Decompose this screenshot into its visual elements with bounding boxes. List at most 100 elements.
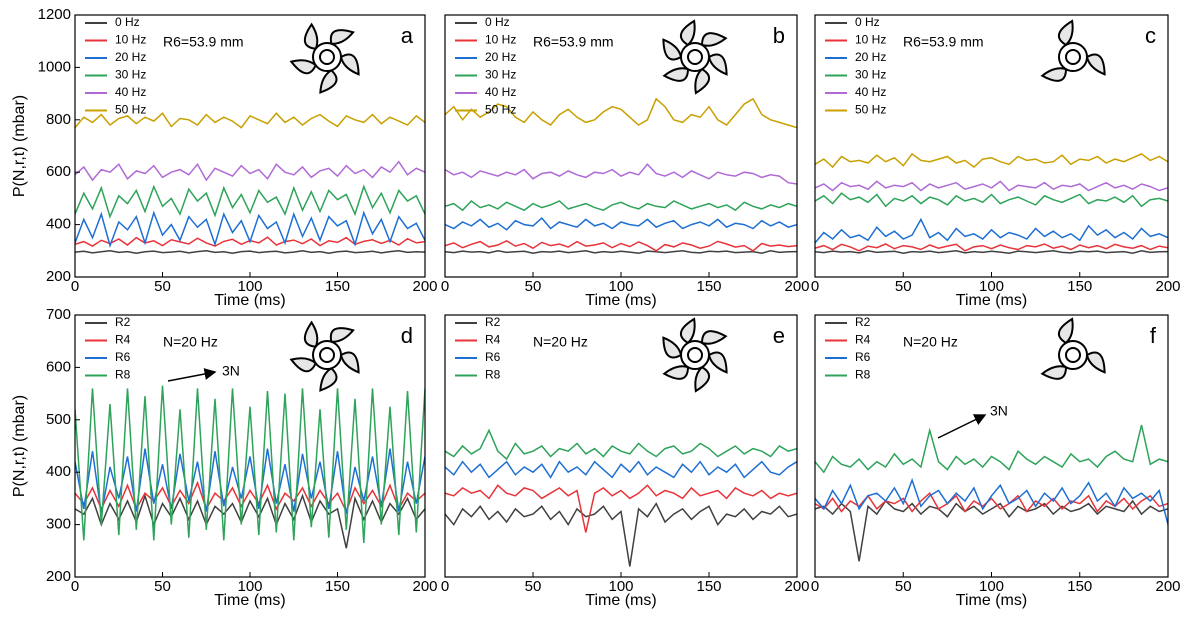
hub-inner bbox=[1065, 49, 1081, 65]
x-tick-label: 200 bbox=[412, 278, 437, 295]
legend-label: R8 bbox=[115, 368, 131, 382]
legend-label: 50 Hz bbox=[115, 103, 146, 117]
x-tick-label: 100 bbox=[237, 578, 262, 595]
x-tick-label: 50 bbox=[525, 578, 542, 595]
x-tick-label: 100 bbox=[608, 278, 633, 295]
x-tick-label: 150 bbox=[325, 278, 350, 295]
x-tick-label: 0 bbox=[811, 578, 819, 595]
annotation: N=20 Hz bbox=[533, 334, 588, 350]
legend-label: R2 bbox=[115, 315, 131, 329]
data-line bbox=[445, 460, 797, 479]
y-tick-label: 1000 bbox=[38, 58, 71, 75]
blade bbox=[694, 68, 710, 95]
x-axis-label: Time (ms) bbox=[214, 592, 285, 609]
x-axis-label: Time (ms) bbox=[585, 592, 656, 609]
annotation-3n: 3N bbox=[222, 363, 240, 379]
legend-label: 40 Hz bbox=[115, 85, 146, 99]
hub-inner bbox=[687, 49, 703, 65]
y-tick-label: 800 bbox=[46, 111, 71, 128]
legend-label: R4 bbox=[485, 333, 501, 347]
legend-label: R2 bbox=[485, 315, 501, 329]
y-tick-label: 600 bbox=[46, 358, 71, 375]
y-tick-label: 1200 bbox=[38, 6, 71, 23]
legend-label: 30 Hz bbox=[485, 68, 516, 82]
hub bbox=[1058, 340, 1088, 370]
legend-label: R6 bbox=[855, 350, 871, 364]
x-tick-label: 200 bbox=[1155, 578, 1180, 595]
blade bbox=[329, 29, 355, 45]
impeller-icon bbox=[662, 317, 728, 393]
blade bbox=[303, 320, 319, 348]
legend-label: 10 Hz bbox=[485, 33, 516, 47]
annotation-3n: 3N bbox=[990, 403, 1008, 419]
blade bbox=[340, 53, 360, 76]
data-line bbox=[445, 484, 797, 533]
x-tick-label: 150 bbox=[696, 278, 721, 295]
data-line bbox=[815, 243, 1168, 252]
impeller-icon bbox=[1040, 19, 1106, 82]
x-tick-label: 50 bbox=[154, 278, 171, 295]
data-line bbox=[815, 180, 1168, 192]
blade bbox=[319, 69, 338, 94]
panel-label: f bbox=[1150, 323, 1157, 348]
x-tick-label: 200 bbox=[784, 578, 809, 595]
blade bbox=[289, 357, 317, 373]
y-tick-label: 700 bbox=[46, 306, 71, 323]
legend-label: R2 bbox=[855, 315, 871, 329]
data-line bbox=[75, 493, 425, 549]
data-line bbox=[815, 217, 1168, 244]
x-tick-label: 50 bbox=[525, 278, 542, 295]
data-line bbox=[75, 480, 425, 514]
x-tick-label: 150 bbox=[1067, 578, 1092, 595]
data-line bbox=[445, 163, 797, 185]
data-line bbox=[75, 250, 425, 254]
data-line bbox=[815, 492, 1168, 513]
x-tick-label: 100 bbox=[608, 578, 633, 595]
impeller-icon bbox=[289, 320, 360, 392]
blade bbox=[662, 365, 689, 380]
impeller-icon bbox=[662, 19, 728, 95]
legend-label: 20 Hz bbox=[485, 50, 516, 64]
blade bbox=[289, 59, 317, 75]
legend-label: R4 bbox=[115, 333, 131, 347]
data-line bbox=[445, 217, 797, 231]
data-line bbox=[445, 502, 797, 567]
legend-label: R4 bbox=[855, 333, 871, 347]
legend-label: R8 bbox=[485, 368, 501, 382]
y-tick-label: 200 bbox=[46, 568, 71, 585]
blade bbox=[701, 330, 728, 345]
data-line bbox=[815, 192, 1168, 208]
y-tick-label: 400 bbox=[46, 463, 71, 480]
x-tick-label: 150 bbox=[1067, 278, 1092, 295]
panel-label: e bbox=[773, 323, 785, 348]
blade bbox=[1058, 317, 1074, 344]
blade bbox=[303, 22, 319, 50]
x-tick-label: 100 bbox=[979, 278, 1004, 295]
x-tick-label: 200 bbox=[412, 578, 437, 595]
legend-label: 0 Hz bbox=[485, 15, 510, 29]
blade bbox=[680, 317, 696, 344]
x-tick-label: 0 bbox=[441, 278, 449, 295]
data-line bbox=[75, 160, 425, 182]
legend-label: 20 Hz bbox=[855, 50, 886, 64]
x-tick-label: 0 bbox=[71, 578, 79, 595]
blade bbox=[694, 366, 710, 393]
legend-label: 10 Hz bbox=[115, 33, 146, 47]
panel-label: c bbox=[1145, 23, 1156, 48]
blade bbox=[662, 67, 689, 82]
legend-label: R8 bbox=[855, 368, 871, 382]
legend-label: 10 Hz bbox=[855, 33, 886, 47]
x-tick-label: 50 bbox=[895, 278, 912, 295]
hub-inner bbox=[687, 347, 703, 363]
annotation: N=20 Hz bbox=[163, 334, 218, 350]
data-line bbox=[75, 184, 425, 219]
x-tick-label: 50 bbox=[895, 578, 912, 595]
legend-label: 0 Hz bbox=[855, 15, 880, 29]
data-line bbox=[815, 499, 1168, 562]
data-line bbox=[75, 210, 425, 249]
panel-label: d bbox=[401, 323, 413, 348]
blade bbox=[662, 336, 682, 359]
x-tick-label: 150 bbox=[325, 578, 350, 595]
blade bbox=[1086, 351, 1106, 374]
data-line bbox=[445, 428, 797, 461]
